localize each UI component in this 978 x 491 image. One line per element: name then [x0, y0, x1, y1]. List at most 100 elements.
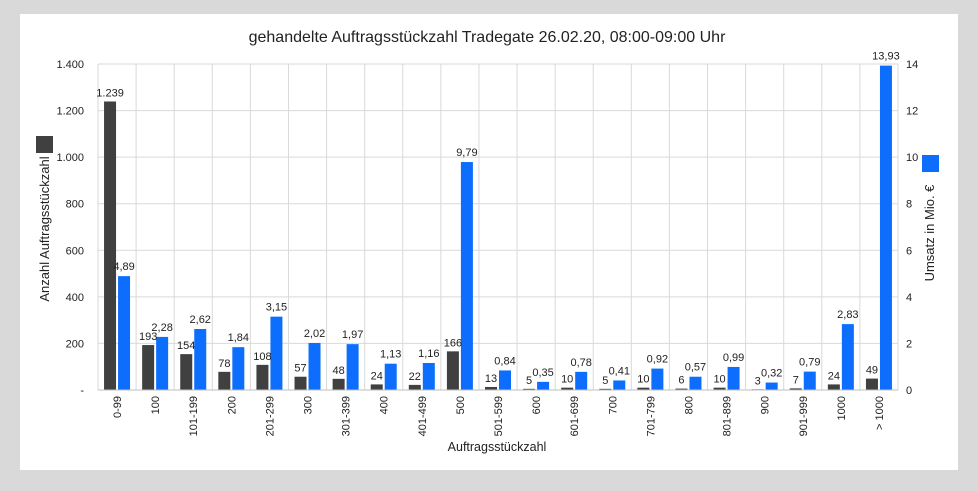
bar-revenue	[689, 376, 702, 390]
x-tick-label: 301-399	[341, 396, 353, 436]
bar-count	[370, 384, 383, 390]
bar-count	[865, 378, 878, 390]
x-tick-label: 900	[760, 396, 772, 414]
bar-chart: gehandelte Auftragsstückzahl Tradegate 2…	[36, 29, 939, 454]
data-label-count: 6	[678, 375, 684, 387]
data-label-revenue: 0,78	[570, 357, 591, 369]
grid-lines	[97, 63, 899, 391]
bar-revenue	[499, 370, 511, 390]
y-left-tick-label: 1.000	[56, 152, 84, 164]
data-label-revenue: 0,35	[532, 367, 553, 379]
bar-revenue	[270, 316, 283, 390]
y-right-tick-label: 10	[906, 152, 918, 164]
bar-count	[523, 388, 536, 390]
legend-swatch-left	[36, 136, 53, 153]
bar-revenue	[575, 371, 588, 390]
data-label-count: 49	[866, 365, 878, 377]
bar-count	[446, 351, 459, 390]
x-tick-label: 800	[683, 396, 695, 414]
x-tick-label: 700	[607, 396, 619, 414]
y-right-tick-label: 14	[906, 59, 918, 71]
bar-revenue	[765, 382, 778, 390]
x-axis-label: Auftragsstückzahl	[448, 440, 547, 454]
bar-count	[789, 388, 802, 390]
data-label-count: 166	[444, 337, 462, 349]
data-label-revenue: 1,97	[342, 329, 363, 341]
x-tick-label: 0-99	[112, 396, 124, 418]
y-left-tick-label: 400	[66, 292, 84, 304]
bar-count	[256, 364, 269, 390]
data-label-count: 78	[218, 358, 230, 370]
data-label-count: 10	[637, 374, 649, 386]
x-tick-label: 500	[455, 396, 467, 414]
x-tick-label: 501-599	[493, 396, 505, 436]
bar-count	[599, 388, 612, 390]
data-label-count: 24	[828, 370, 840, 382]
data-label-revenue: 2,02	[304, 328, 325, 340]
data-label-count: 108	[253, 351, 271, 363]
bar-count	[104, 101, 117, 391]
chart-frame: gehandelte Auftragsstückzahl Tradegate 2…	[20, 14, 958, 470]
x-tick-label: 201-299	[264, 396, 276, 436]
data-label-revenue: 4,89	[113, 261, 134, 273]
y-right-tick-label: 0	[906, 385, 912, 397]
y-right-tick-label: 12	[906, 106, 918, 118]
data-label-count: 24	[371, 370, 383, 382]
x-tick-label: 600	[531, 396, 543, 414]
bar-count	[637, 387, 650, 390]
bar-revenue	[118, 276, 131, 390]
bar-count	[332, 378, 345, 390]
x-tick-label: 901-999	[798, 396, 810, 436]
data-label-revenue: 0,92	[647, 354, 668, 366]
bar-revenue	[156, 336, 169, 390]
x-tick-label: 601-699	[569, 396, 581, 436]
data-label-revenue: 0,57	[685, 362, 706, 374]
x-tick-label: 100	[150, 396, 162, 414]
axes: -2004006008001.0001.2001.400024681012140…	[56, 59, 918, 436]
data-label-count: 48	[332, 365, 344, 377]
data-label-revenue: 2,62	[190, 314, 211, 326]
bar-revenue	[879, 65, 892, 390]
x-tick-label: 200	[226, 396, 238, 414]
data-label-count: 7	[793, 374, 799, 386]
data-label-revenue: 1,16	[418, 348, 439, 360]
data-label-count: 193	[139, 331, 157, 343]
bar-count	[408, 384, 421, 390]
x-tick-label: 400	[379, 396, 391, 414]
y-left-tick-label: 200	[66, 338, 84, 350]
data-label-revenue: 3,15	[266, 302, 287, 314]
bar-count	[180, 354, 193, 390]
y-axis-left-label: Anzahl Auftragsstückzahl	[37, 156, 52, 301]
y-axis-right-label: Umsatz in Mio. €	[922, 184, 937, 282]
data-labels: 1.2394,891932,281542,62781,841083,15572,…	[96, 51, 899, 388]
data-label-count: 57	[294, 363, 306, 375]
bar-revenue	[346, 344, 359, 390]
data-label-revenue: 1,13	[380, 349, 401, 361]
data-label-revenue: 0,79	[799, 357, 820, 369]
data-label-revenue: 0,84	[494, 355, 515, 367]
data-label-count: 3	[755, 375, 761, 387]
data-label-revenue: 2,83	[837, 309, 858, 321]
bar-revenue	[308, 342, 321, 390]
data-label-count: 5	[526, 375, 532, 387]
bar-count	[561, 387, 574, 390]
bar-count	[675, 388, 688, 390]
x-tick-label: 401-499	[417, 396, 429, 436]
legend-swatch-right	[922, 155, 939, 172]
y-right-tick-label: 2	[906, 338, 912, 350]
y-left-tick-label: 1.400	[56, 59, 84, 71]
bar-count	[713, 387, 726, 390]
bar-revenue	[613, 380, 626, 390]
y-left-tick-label: 600	[66, 245, 84, 257]
data-label-count: 154	[177, 340, 195, 352]
bar-revenue	[384, 363, 397, 390]
data-label-revenue: 1,84	[228, 332, 249, 344]
data-label-count: 5	[602, 375, 608, 387]
bar-count	[485, 386, 497, 390]
data-label-count: 10	[713, 374, 725, 386]
y-right-tick-label: 8	[906, 199, 912, 211]
bar-count	[218, 371, 231, 390]
x-tick-label: 101-199	[188, 396, 200, 436]
bar-count	[827, 384, 840, 390]
x-tick-label: 300	[303, 396, 315, 414]
